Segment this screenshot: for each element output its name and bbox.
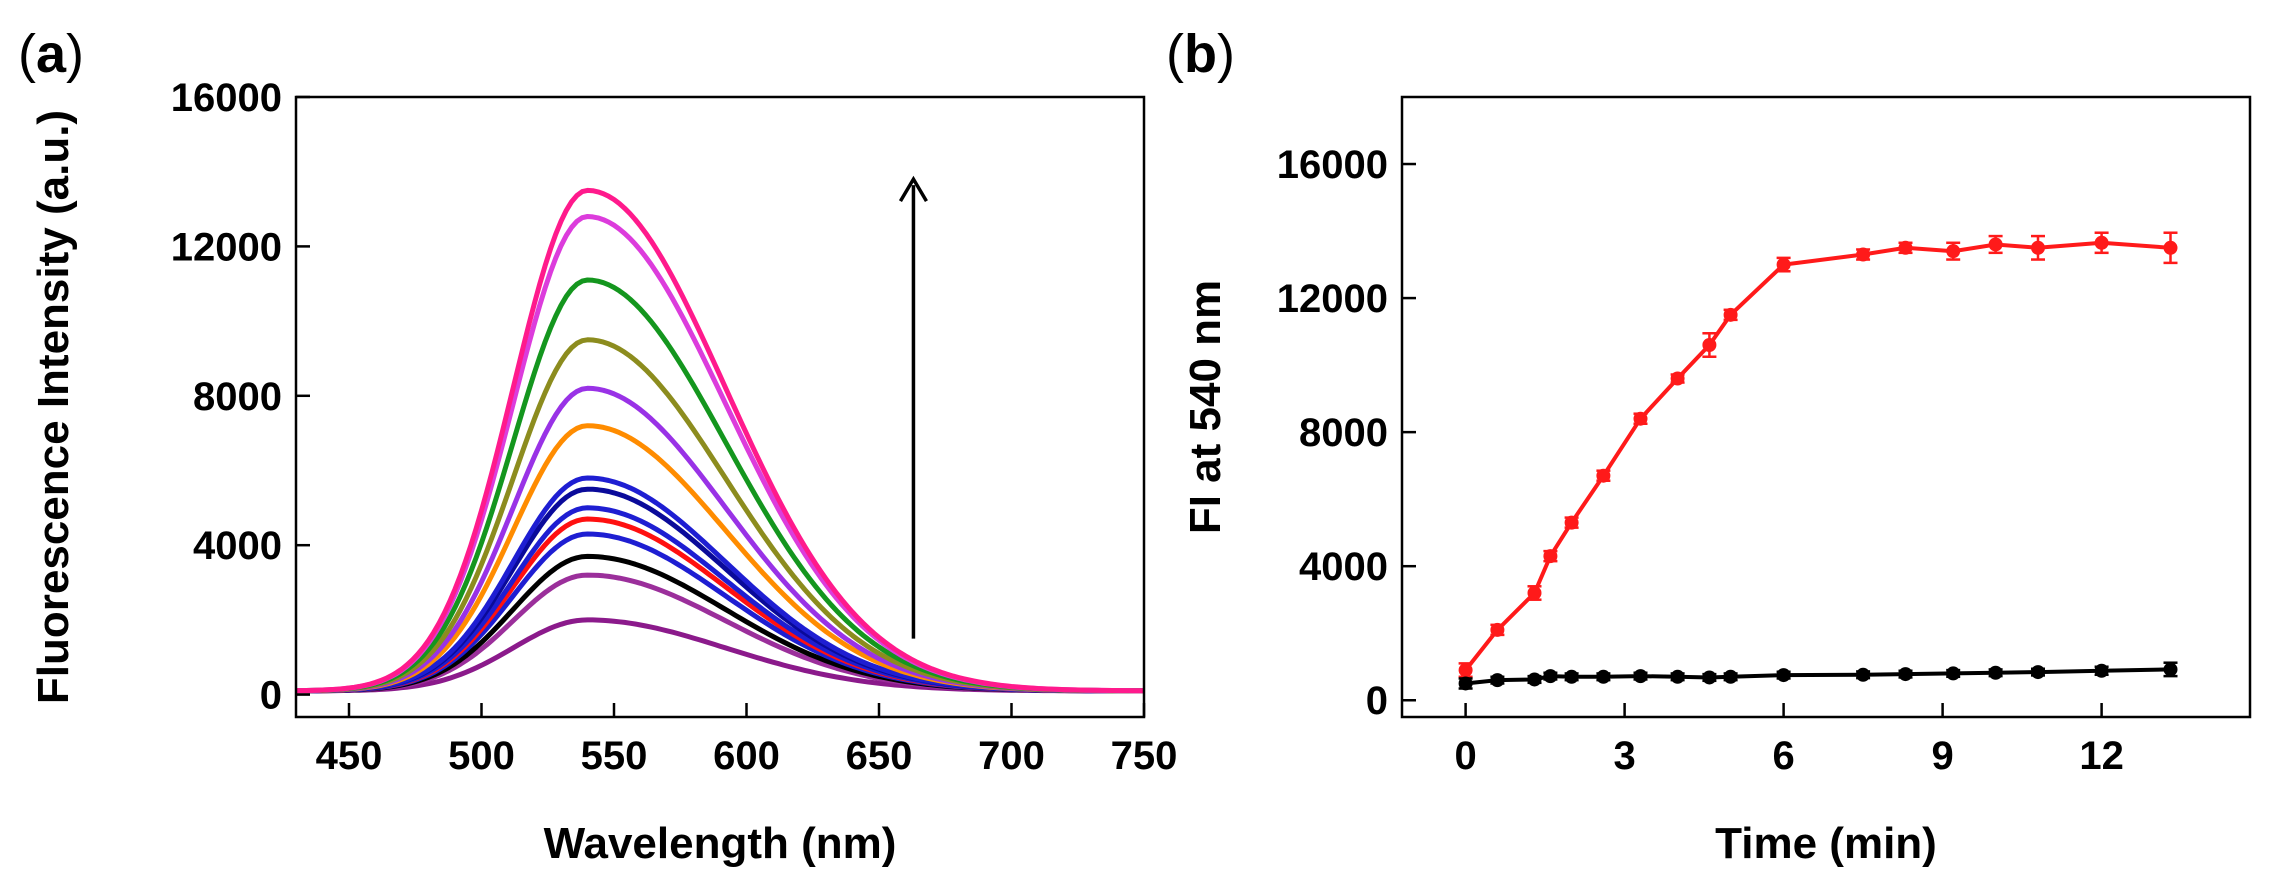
- data-point: [2163, 662, 2178, 677]
- data-point: [1527, 672, 1542, 687]
- b-y-tick-label: 8000: [1299, 411, 1388, 455]
- data-point: [1633, 411, 1648, 426]
- data-point: [1670, 371, 1685, 386]
- plot-frame-b: [1400, 95, 2252, 719]
- x-axis-title-b: Time (min): [1715, 819, 1937, 868]
- plot-frame-a: [294, 95, 1146, 719]
- data-point: [1543, 669, 1558, 684]
- a-x-tick-label: 550: [581, 734, 648, 778]
- data-point: [1596, 468, 1611, 483]
- data-point: [1564, 669, 1579, 684]
- data-point: [1527, 586, 1542, 600]
- data-point: [1670, 669, 1685, 684]
- a-y-tick-label: 4000: [193, 524, 282, 568]
- data-point: [1458, 663, 1473, 678]
- data-point: [1776, 257, 1791, 272]
- data-point: [1596, 669, 1611, 684]
- data-point: [1856, 667, 1871, 682]
- b-x-tick-label: 3: [1613, 734, 1635, 778]
- a-x-tick-label: 650: [846, 734, 913, 778]
- data-point: [1490, 673, 1505, 688]
- y-axis-title-b: FI at 540 nm: [1181, 280, 1230, 534]
- a-x-tick-label: 750: [1111, 734, 1178, 778]
- b-x-tick-label: 9: [1931, 734, 1953, 778]
- b-x-tick-label: 12: [2079, 734, 2124, 778]
- increase-arrow-head: [898, 175, 928, 203]
- x-axis-ticks-b: 0 3 6 9 12: [1454, 703, 2124, 778]
- panel-label-b: (b): [1166, 24, 1235, 84]
- data-point: [2094, 663, 2109, 678]
- y-axis-ticks-a: 0 4000 8000 12000 16000: [171, 76, 310, 718]
- x-axis-title-a: Wavelength (nm): [544, 819, 897, 868]
- series-line-red: [1464, 240, 2171, 672]
- a-x-tick-label: 500: [448, 734, 515, 778]
- b-x-tick-label: 6: [1772, 734, 1794, 778]
- data-point: [1946, 666, 1961, 681]
- data-point: [1988, 237, 2003, 252]
- a-x-tick-label: 700: [978, 734, 1045, 778]
- x-axis-ticks-a: 450 500 550 600 650 700 750: [316, 703, 1178, 778]
- data-point: [1946, 244, 1961, 259]
- data-point: [1702, 670, 1717, 685]
- data-point: [1633, 669, 1648, 684]
- data-point: [1898, 667, 1913, 682]
- data-point: [1543, 549, 1558, 564]
- a-y-tick-label: 12000: [171, 225, 282, 269]
- data-point: [2163, 240, 2178, 255]
- data-point: [1856, 247, 1871, 262]
- data-point: [1723, 669, 1738, 684]
- spectrum-line-12: [295, 277, 1144, 694]
- spectra-plot-area: [295, 175, 1145, 694]
- a-y-tick-label: 16000: [171, 76, 282, 120]
- data-point: [1723, 307, 1738, 322]
- time-course-plot-area: [1458, 231, 2178, 691]
- y-axis-ticks-b: 0 4000 8000 12000 16000: [1277, 143, 1416, 723]
- a-x-tick-label: 450: [316, 734, 383, 778]
- b-y-tick-label: 0: [1366, 679, 1388, 723]
- data-point: [1988, 665, 2003, 680]
- panel-b: (b) 0 3 6 9 12 0 4000 8000 12000 16000 Time (min…: [1166, 24, 2252, 868]
- b-x-tick-label: 0: [1454, 734, 1476, 778]
- data-point: [1702, 338, 1717, 352]
- a-y-tick-label: 0: [260, 674, 282, 718]
- b-y-tick-label: 4000: [1299, 545, 1388, 589]
- a-x-tick-label: 600: [713, 734, 780, 778]
- data-point: [1490, 622, 1505, 637]
- data-point: [1898, 240, 1913, 255]
- data-point: [2031, 240, 2045, 255]
- b-y-tick-label: 16000: [1277, 143, 1388, 187]
- data-point: [2094, 235, 2109, 250]
- data-point: [2031, 665, 2045, 680]
- spectrum-line-14: [296, 187, 1144, 694]
- b-y-tick-label: 12000: [1277, 277, 1388, 321]
- y-axis-title-a: Fluorescence Intensity (a.u.): [29, 110, 78, 704]
- a-y-tick-label: 8000: [193, 375, 282, 419]
- data-point: [1458, 676, 1473, 691]
- data-point: [1564, 515, 1579, 530]
- panel-a: (a) 450 500 550 600 650 700 750 0 4000 8000 12000…: [18, 24, 1177, 868]
- panel-label-a: (a): [18, 24, 84, 84]
- data-point: [1776, 668, 1791, 683]
